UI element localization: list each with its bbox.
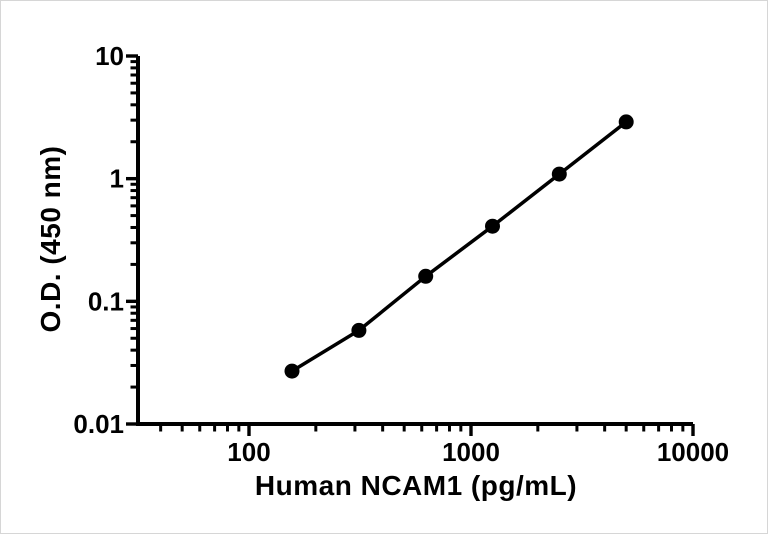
data-point-marker (418, 268, 434, 284)
y-axis-tick-label: 0.1 (88, 286, 124, 316)
x-axis-tick-label: 1000 (442, 437, 500, 467)
y-axis-tick-label: 10 (95, 41, 124, 71)
data-point-marker (284, 363, 300, 379)
x-axis-tick-label: 100 (227, 437, 270, 467)
x-axis-title: Human NCAM1 (pg/mL) (254, 470, 578, 501)
axis-spines (136, 56, 693, 426)
y-axis-tick-label: 0.01 (73, 409, 124, 439)
data-point-marker (351, 322, 367, 338)
y-axis-title: O.D. (450 nm) (35, 145, 66, 333)
x-axis-tick-label: 10000 (657, 437, 729, 467)
series-line (290, 120, 628, 373)
data-point-marker (551, 166, 567, 182)
y-axis-tick-label: 1 (110, 164, 124, 194)
data-point-marker (485, 218, 500, 234)
data-point-marker (618, 114, 634, 130)
